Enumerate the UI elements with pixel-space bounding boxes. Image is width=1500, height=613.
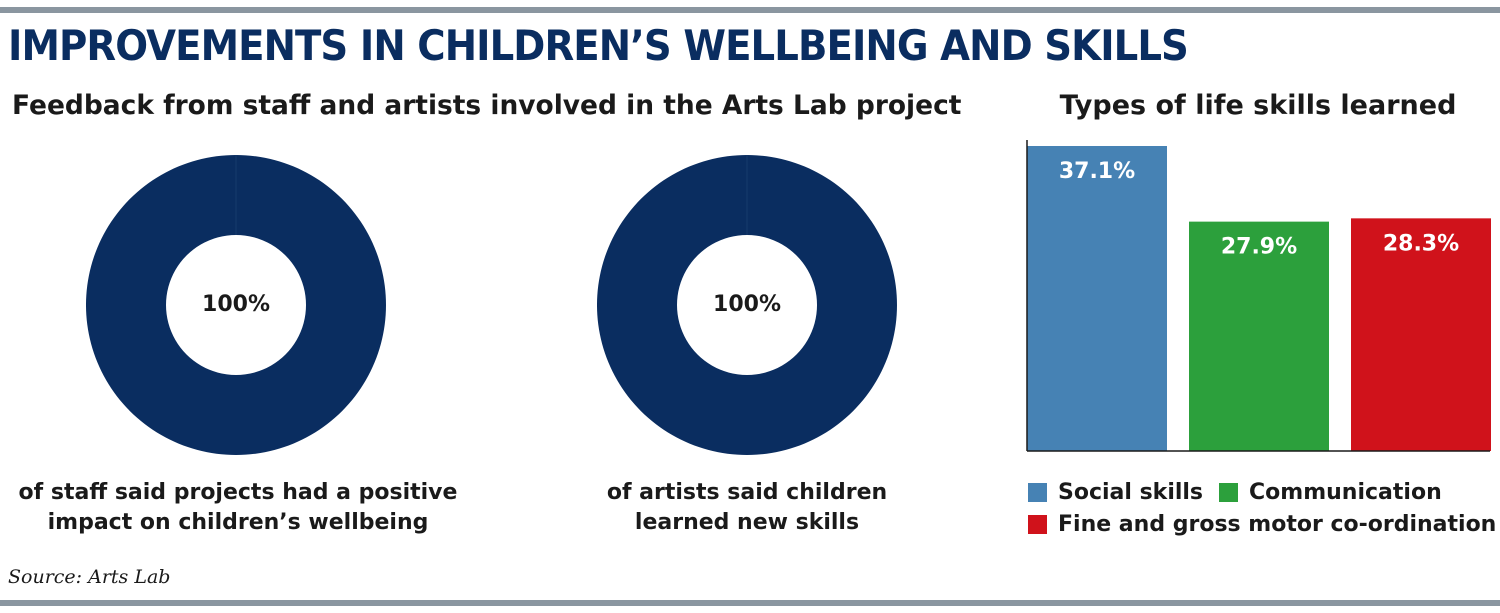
legend-row-2: Fine and gross motor co-ordination bbox=[1028, 508, 1498, 540]
skills-chart-title: Types of life skills learned bbox=[1059, 90, 1457, 121]
staff-donut-chart bbox=[86, 155, 386, 455]
legend-label-social-skills: Social skills bbox=[1058, 479, 1204, 505]
artists-donut-chart bbox=[597, 155, 897, 455]
bottom-rule bbox=[0, 600, 1500, 606]
source-note: Source: Arts Lab bbox=[8, 566, 171, 588]
bar-value-label-social-skills: 37.1% bbox=[1059, 159, 1135, 184]
artists-donut-ring bbox=[597, 155, 897, 455]
artists-caption-line-2: learned new skills bbox=[634, 510, 860, 535]
staff-caption-line-2: impact on children’s wellbeing bbox=[47, 510, 429, 535]
legend-swatch-social-skills bbox=[1028, 482, 1047, 502]
feedback-subtitle: Feedback from staff and artists involved… bbox=[12, 90, 962, 121]
chart-legend: Social skills Communication Fine and gro… bbox=[1028, 476, 1498, 540]
staff-donut-ring bbox=[86, 155, 386, 455]
bar-communication bbox=[1189, 221, 1329, 451]
bar-value-label-motor-coordination: 28.3% bbox=[1383, 231, 1459, 256]
legend-label-communication: Communication bbox=[1249, 479, 1442, 505]
legend-swatch-communication bbox=[1219, 482, 1239, 502]
staff-caption-line-1: of staff said projects had a positive bbox=[18, 480, 458, 505]
staff-caption: of staff said projects had a positive im… bbox=[8, 478, 468, 538]
artists-caption-line-1: of artists said children bbox=[606, 480, 888, 505]
bar-social-skills bbox=[1027, 146, 1167, 451]
life-skills-bar-chart: 37.1% 27.9% 28.3% bbox=[1026, 140, 1491, 452]
legend-item-communication: Communication bbox=[1219, 480, 1442, 505]
legend-swatch-motor-coordination bbox=[1028, 514, 1047, 534]
legend-item-social-skills: Social skills bbox=[1028, 480, 1203, 505]
top-rule bbox=[0, 7, 1500, 13]
bar-motor-coordination bbox=[1351, 218, 1491, 451]
page-title: IMPROVEMENTS IN CHILDREN’S WELLBEING AND… bbox=[8, 21, 1189, 70]
bar-value-label-communication: 27.9% bbox=[1221, 235, 1297, 260]
legend-row-1: Social skills Communication bbox=[1028, 476, 1498, 508]
artists-caption: of artists said children learned new ski… bbox=[557, 478, 937, 538]
artists-donut-value: 100% bbox=[713, 292, 781, 317]
staff-donut-value: 100% bbox=[202, 292, 270, 317]
legend-item-motor-coordination: Fine and gross motor co-ordination bbox=[1028, 512, 1496, 537]
legend-label-motor-coordination: Fine and gross motor co-ordination bbox=[1058, 511, 1497, 537]
